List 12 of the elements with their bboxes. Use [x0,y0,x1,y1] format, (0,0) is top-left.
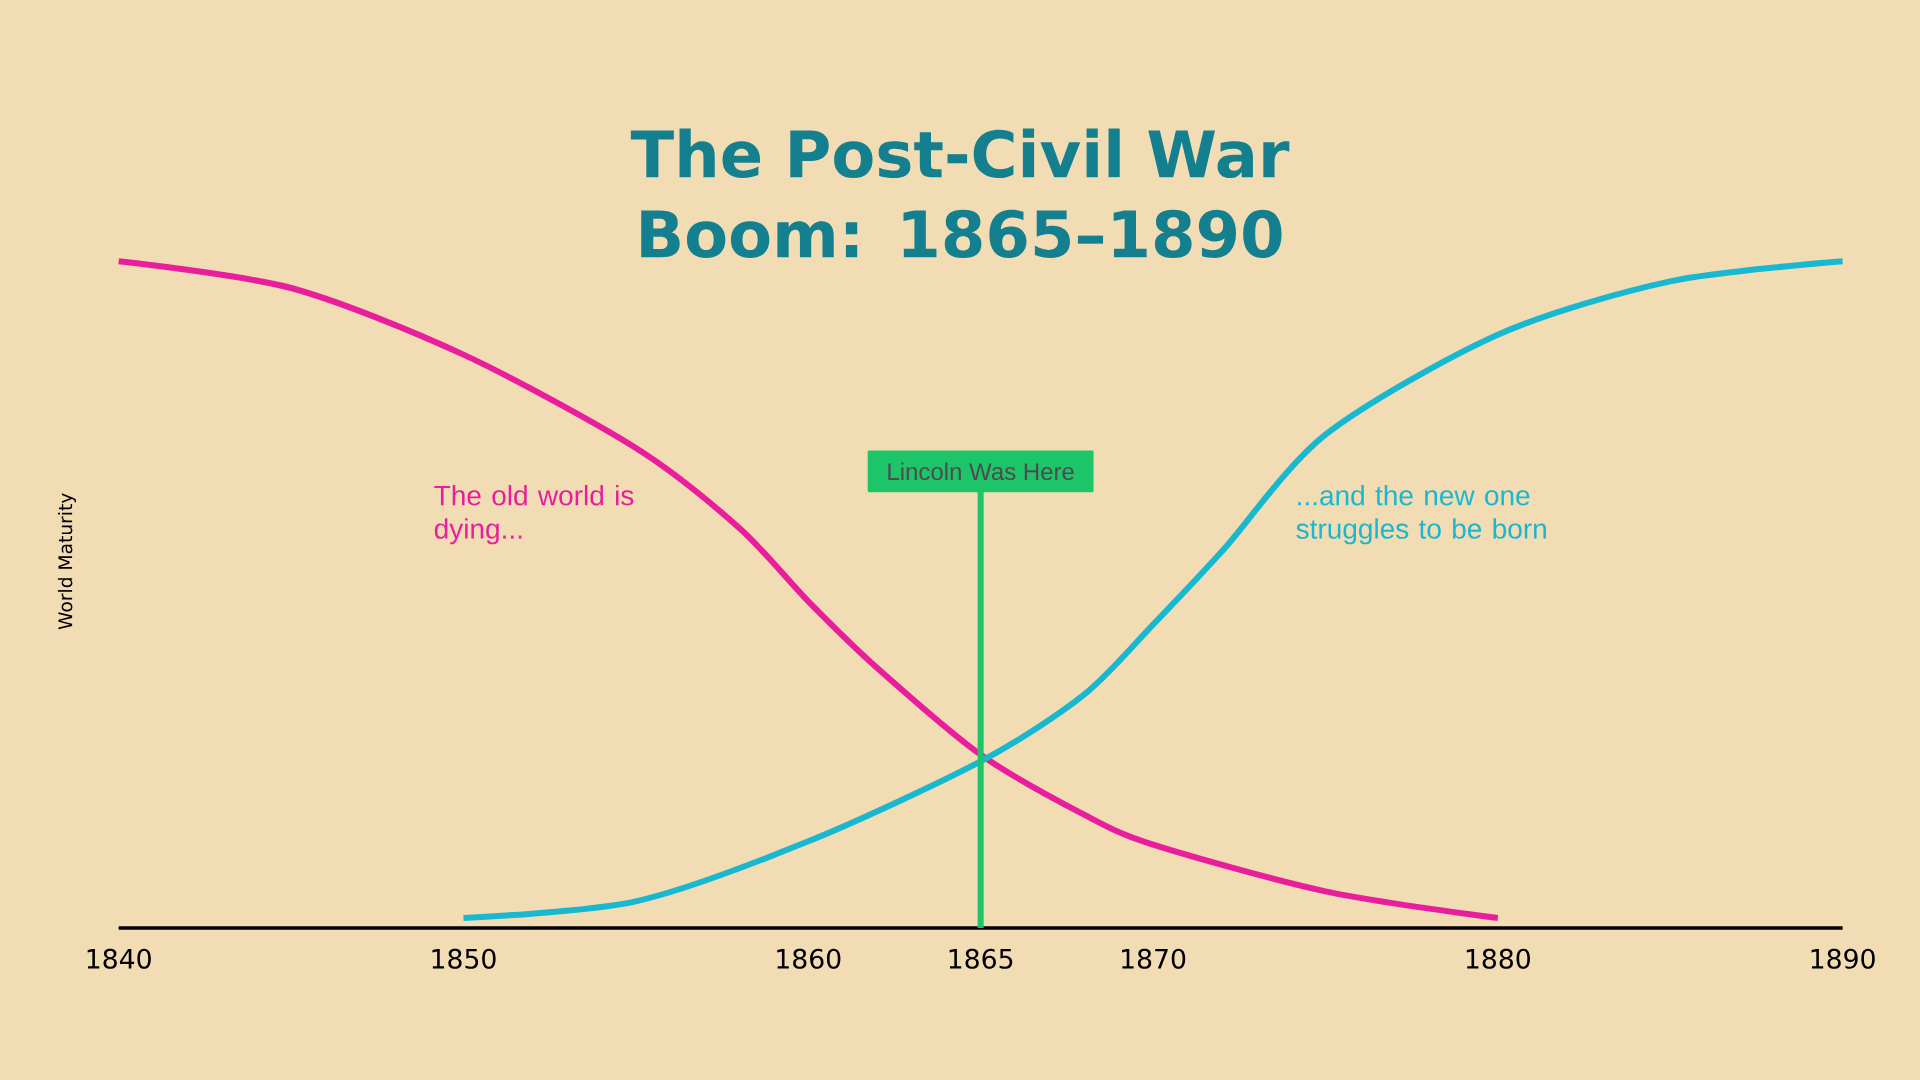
annotation: ...and the new one struggles to be born [1296,484,1546,545]
x-tick-label: 1870 [1122,948,1186,969]
x-tick-label: 1865 [949,948,1013,969]
x-tick-label: 1880 [1466,948,1530,969]
x-tick-label: 1890 [1811,948,1875,969]
x-tick-label: 1860 [777,948,841,969]
chart-title: The Post-Civil War Boom: 1865–1890 [630,128,1290,259]
y-axis-title: World Maturity [57,493,76,630]
annotation: The old world is dying... [434,484,634,545]
x-tick-label: 1850 [432,948,496,969]
x-tick-label: 1840 [87,948,151,969]
ref-line-label: Lincoln Was Here [888,462,1074,481]
